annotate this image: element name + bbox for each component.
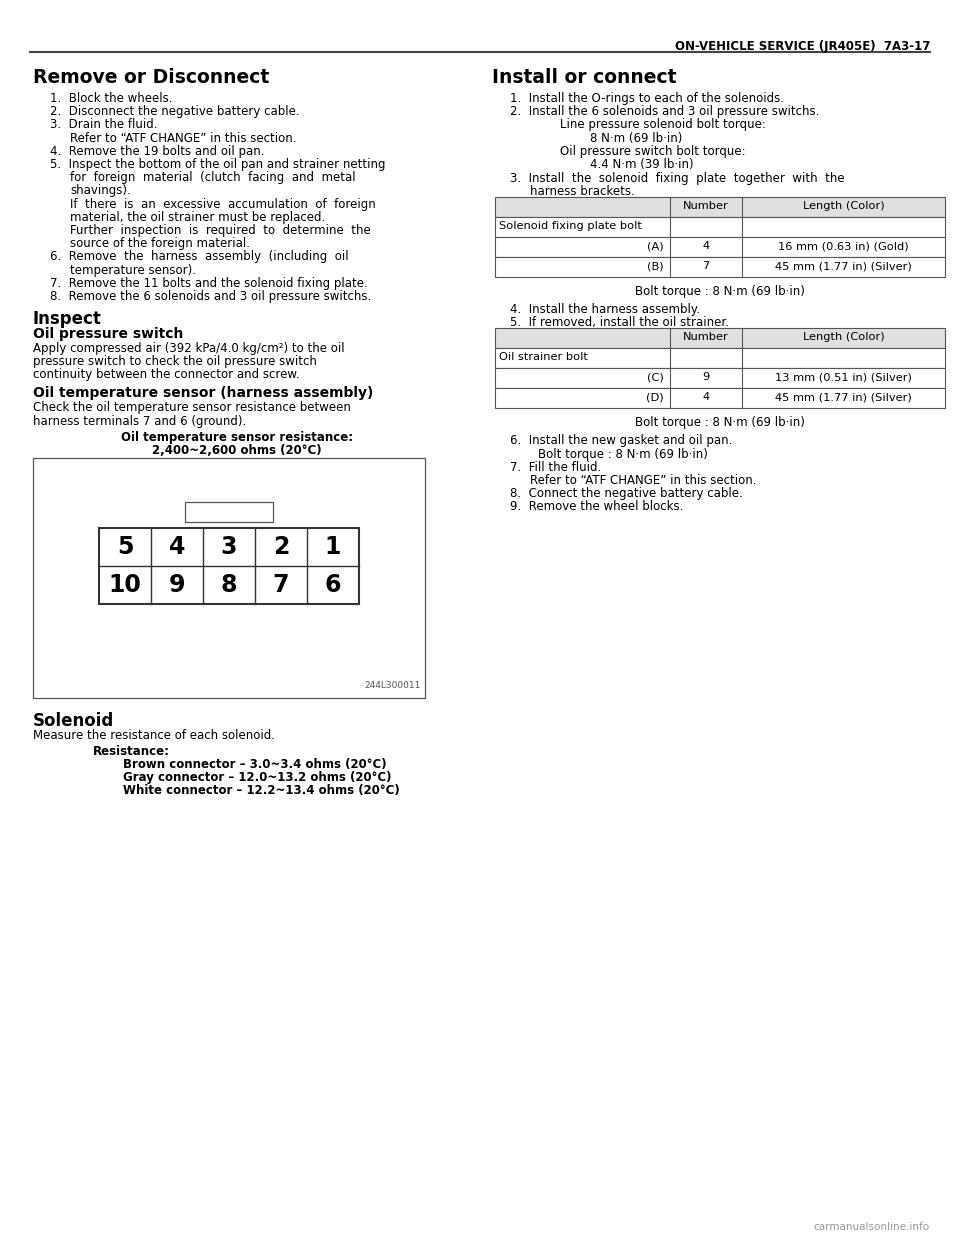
Text: Number: Number [684,201,729,211]
Text: pressure switch to check the oil pressure switch: pressure switch to check the oil pressur… [33,355,317,368]
Bar [495,349,945,369]
Text: 4.  Remove the 19 bolts and oil pan.: 4. Remove the 19 bolts and oil pan. [50,145,265,158]
Text: 7: 7 [273,573,289,597]
Text: 4: 4 [703,392,709,402]
Text: Line pressure solenoid bolt torque:: Line pressure solenoid bolt torque: [560,118,766,132]
Text: Refer to “ATF CHANGE” in this section.: Refer to “ATF CHANGE” in this section. [530,474,756,487]
Text: Bolt torque : 8 N·m (69 lb·in): Bolt torque : 8 N·m (69 lb·in) [636,416,804,430]
Text: Solenoid: Solenoid [33,712,114,730]
Text: 9: 9 [703,373,709,383]
Text: Oil strainer bolt: Oil strainer bolt [499,353,588,363]
Text: White connector – 12.2~13.4 ohms (20°C): White connector – 12.2~13.4 ohms (20°C) [123,785,399,797]
Text: Number: Number [684,333,729,343]
Bar [495,197,945,217]
Text: 1.  Install the O-rings to each of the solenoids.: 1. Install the O-rings to each of the so… [510,92,784,106]
Text: Length (Color): Length (Color) [803,333,884,343]
Text: 10: 10 [108,573,141,597]
Text: 8: 8 [221,573,237,597]
Bar [185,502,273,522]
Text: 2: 2 [273,535,289,559]
Text: 7: 7 [703,261,709,271]
Text: 3.  Install  the  solenoid  fixing  plate  together  with  the: 3. Install the solenoid fixing plate tog… [510,171,845,185]
Text: Remove or Disconnect: Remove or Disconnect [33,68,269,87]
Text: (B): (B) [647,261,664,271]
Bar [495,369,945,389]
Text: Further  inspection  is  required  to  determine  the: Further inspection is required to determ… [70,224,371,237]
Text: 16 mm (0.63 in) (Gold): 16 mm (0.63 in) (Gold) [779,241,909,251]
Text: 6.  Remove  the  harness  assembly  (including  oil: 6. Remove the harness assembly (includin… [50,251,348,263]
Text: Length (Color): Length (Color) [803,201,884,211]
Text: Oil pressure switch: Oil pressure switch [33,327,183,342]
Text: Measure the resistance of each solenoid.: Measure the resistance of each solenoid. [33,729,275,741]
Text: Bolt torque : 8 N·m (69 lb·in): Bolt torque : 8 N·m (69 lb·in) [538,447,708,461]
Text: 4.  Install the harness assembly.: 4. Install the harness assembly. [510,303,700,317]
Text: Inspect: Inspect [33,310,102,328]
Text: ON-VEHICLE SERVICE (JR405E)  7A3-17: ON-VEHICLE SERVICE (JR405E) 7A3-17 [675,40,930,53]
Text: 5.  If removed, install the oil strainer.: 5. If removed, install the oil strainer. [510,317,729,329]
Text: Oil temperature sensor (harness assembly): Oil temperature sensor (harness assembly… [33,386,373,400]
Text: 8 N·m (69 lb·in): 8 N·m (69 lb·in) [590,132,683,144]
Text: for  foreign  material  (clutch  facing  and  metal: for foreign material (clutch facing and … [70,171,355,184]
Bar [495,237,945,257]
Text: 8.  Remove the 6 solenoids and 3 oil pressure switchs.: 8. Remove the 6 solenoids and 3 oil pres… [50,289,372,303]
Text: 2.  Disconnect the negative battery cable.: 2. Disconnect the negative battery cable… [50,106,300,118]
Text: Resistance:: Resistance: [93,745,170,758]
Text: 5.  Inspect the bottom of the oil pan and strainer netting: 5. Inspect the bottom of the oil pan and… [50,158,386,171]
Text: source of the foreign material.: source of the foreign material. [70,237,250,250]
Text: 6: 6 [324,573,341,597]
Bar [495,328,945,349]
Text: Brown connector – 3.0~3.4 ohms (20°C): Brown connector – 3.0~3.4 ohms (20°C) [123,758,387,771]
Text: 244L300011: 244L300011 [365,681,421,689]
Text: Oil temperature sensor resistance:: Oil temperature sensor resistance: [121,431,353,443]
Text: 7.  Remove the 11 bolts and the solenoid fixing plate.: 7. Remove the 11 bolts and the solenoid … [50,277,368,289]
Text: 1: 1 [324,535,341,559]
Text: 3: 3 [221,535,237,559]
Text: Install or connect: Install or connect [492,68,677,87]
Text: harness terminals 7 and 6 (ground).: harness terminals 7 and 6 (ground). [33,415,247,427]
Text: 4.4 N·m (39 lb·in): 4.4 N·m (39 lb·in) [590,158,694,171]
Text: Bolt torque : 8 N·m (69 lb·in): Bolt torque : 8 N·m (69 lb·in) [636,286,804,298]
Text: 1.  Block the wheels.: 1. Block the wheels. [50,92,173,106]
Text: material, the oil strainer must be replaced.: material, the oil strainer must be repla… [70,211,325,224]
Text: 8.  Connect the negative battery cable.: 8. Connect the negative battery cable. [510,487,743,501]
Text: 7.  Fill the fluid.: 7. Fill the fluid. [510,461,601,473]
Text: 4: 4 [703,241,709,251]
Text: 45 mm (1.77 in) (Silver): 45 mm (1.77 in) (Silver) [775,261,912,271]
Text: (C): (C) [647,373,664,383]
Text: 5: 5 [117,535,133,559]
Text: Solenoid fixing plate bolt: Solenoid fixing plate bolt [499,221,642,231]
Text: carmanualsonline.info: carmanualsonline.info [814,1222,930,1232]
Text: 2,400~2,600 ohms (20°C): 2,400~2,600 ohms (20°C) [153,443,322,457]
Text: 3.  Drain the fluid.: 3. Drain the fluid. [50,118,157,132]
Text: If  there  is  an  excessive  accumulation  of  foreign: If there is an excessive accumulation of… [70,197,375,211]
Bar [495,389,945,409]
Text: 2.  Install the 6 solenoids and 3 oil pressure switchs.: 2. Install the 6 solenoids and 3 oil pre… [510,106,820,118]
Text: continuity between the connector and screw.: continuity between the connector and scr… [33,369,300,381]
Text: harness brackets.: harness brackets. [530,185,635,199]
Text: 9.  Remove the wheel blocks.: 9. Remove the wheel blocks. [510,501,684,513]
Text: Apply compressed air (392 kPa/4.0 kg/cm²) to the oil: Apply compressed air (392 kPa/4.0 kg/cm²… [33,342,345,355]
Text: (A): (A) [647,241,664,251]
Bar [495,217,945,237]
Bar [33,458,425,698]
Text: Oil pressure switch bolt torque:: Oil pressure switch bolt torque: [560,145,746,158]
Text: 45 mm (1.77 in) (Silver): 45 mm (1.77 in) (Silver) [775,392,912,402]
Text: Refer to “ATF CHANGE” in this section.: Refer to “ATF CHANGE” in this section. [70,132,297,144]
Text: temperature sensor).: temperature sensor). [70,263,196,277]
Bar [495,257,945,277]
Text: 13 mm (0.51 in) (Silver): 13 mm (0.51 in) (Silver) [775,373,912,383]
Text: Check the oil temperature sensor resistance between: Check the oil temperature sensor resista… [33,401,350,415]
Text: Gray connector – 12.0~13.2 ohms (20°C): Gray connector – 12.0~13.2 ohms (20°C) [123,771,392,784]
Text: shavings).: shavings). [70,184,131,197]
Text: 4: 4 [169,535,185,559]
Text: 9: 9 [169,573,185,597]
Bar [99,528,359,604]
Text: (D): (D) [646,392,664,402]
Text: 6.  Install the new gasket and oil pan.: 6. Install the new gasket and oil pan. [510,435,732,447]
